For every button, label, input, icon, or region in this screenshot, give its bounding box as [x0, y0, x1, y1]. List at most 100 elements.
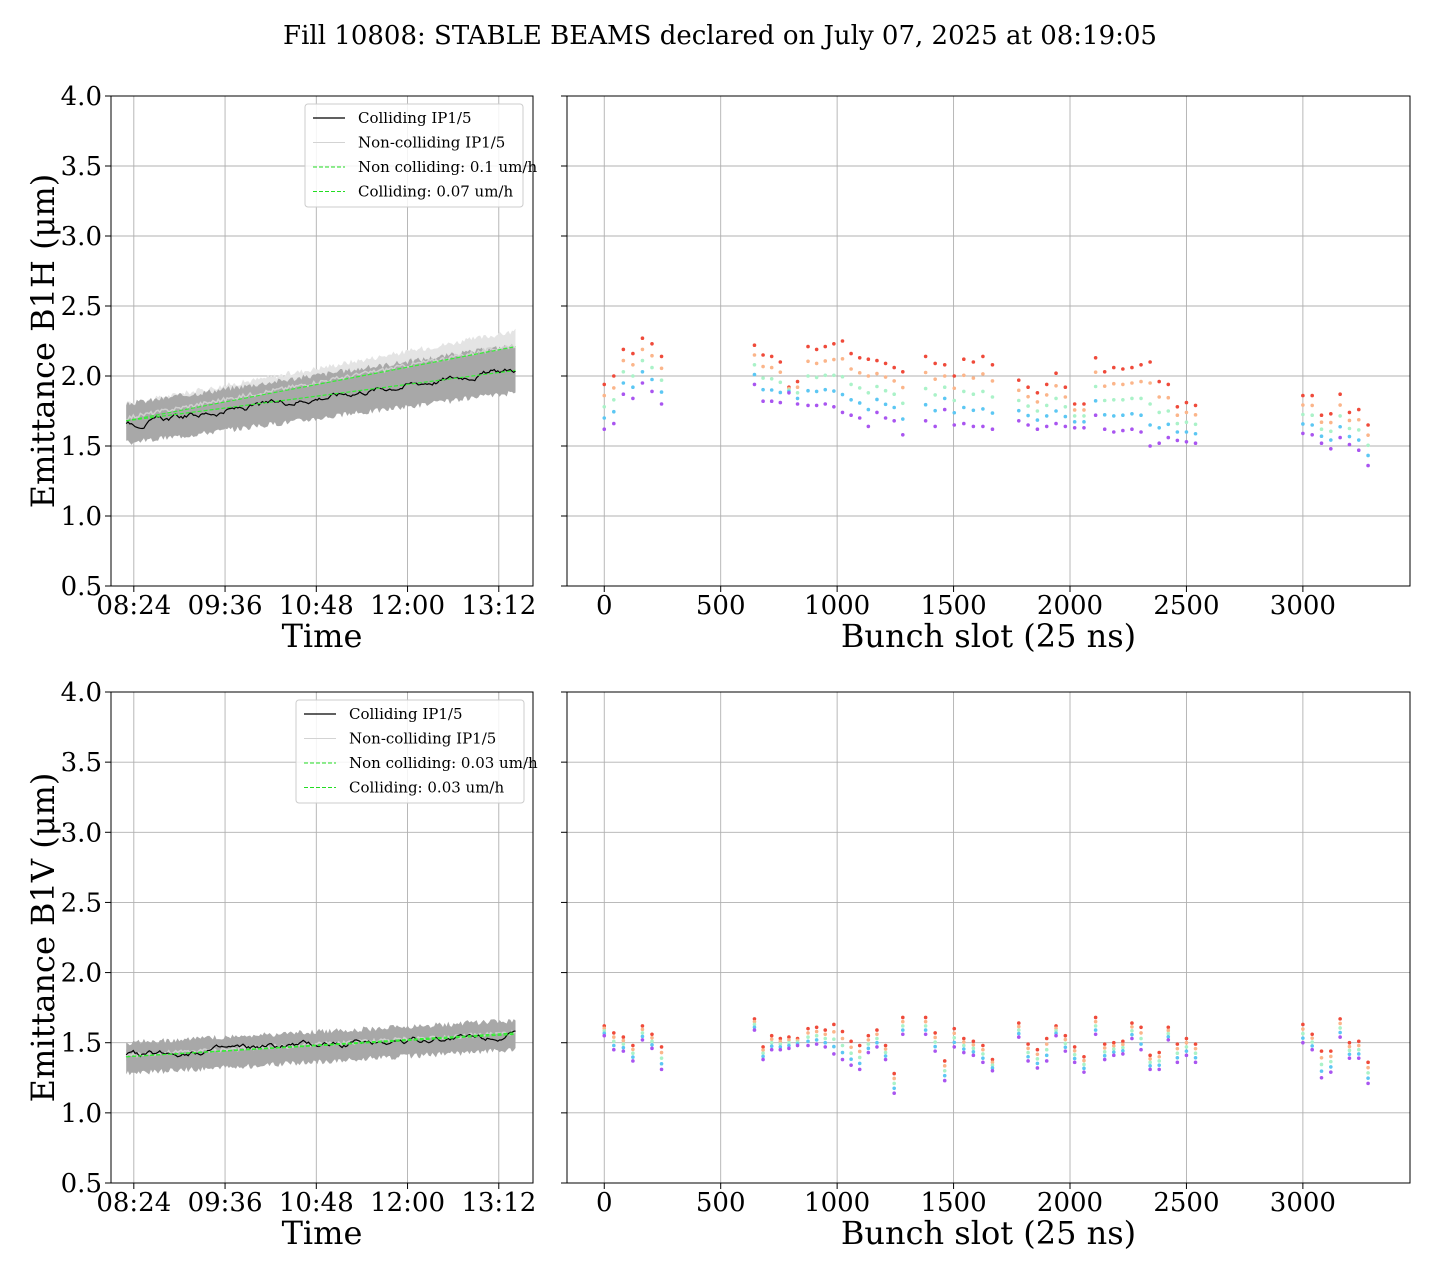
scatter-point [1072, 1052, 1077, 1057]
scatter-point [901, 1032, 905, 1037]
legend-label: Colliding IP1/5 [358, 109, 472, 127]
scatter-point [640, 1024, 645, 1028]
scatter-point [1166, 422, 1171, 427]
scatter-point [761, 387, 765, 392]
x-tick-label: 10:48 [279, 591, 354, 621]
scatter-point [1044, 1042, 1049, 1046]
scatter-point [892, 1071, 896, 1076]
scatter-point [840, 1029, 845, 1034]
scatter-point [1193, 413, 1198, 417]
scatter-point [849, 351, 853, 356]
scatter-point [1347, 1044, 1352, 1049]
scatter-point [1301, 1036, 1305, 1040]
scatter-point [1166, 382, 1171, 387]
scatter-point [962, 1040, 966, 1044]
scatter-point [1347, 1040, 1352, 1045]
scatter-point [840, 1057, 845, 1062]
x-axis-label: Bunch slot (25 ns) [841, 1214, 1136, 1252]
scatter-point [1035, 1066, 1040, 1070]
scatter-point [1093, 356, 1098, 360]
scatter-point [752, 382, 757, 387]
scatter-point [612, 386, 616, 390]
scatter-point [806, 1026, 810, 1031]
scatter-point [857, 401, 862, 405]
panel-b1v_time: 0.5 1.0 1.5 2.0 2.5 3.0 3.5 4.0 08:24 09:36 10:48 1… [24, 678, 538, 1252]
scatter-point [1063, 1037, 1068, 1042]
scatter-point [1102, 1057, 1107, 1062]
scatter-point [1063, 1041, 1068, 1046]
scatter-point [1102, 1046, 1107, 1050]
scatter-point [1044, 414, 1049, 418]
scatter-point [1157, 395, 1161, 399]
scatter-point [1044, 1059, 1049, 1063]
x-tick-label: 0 [596, 1188, 613, 1218]
scatter-point [1184, 1036, 1189, 1041]
scatter-point [962, 1050, 966, 1055]
scatter-point [1319, 420, 1324, 425]
scatter-point [981, 1043, 985, 1048]
scatter-point [1035, 427, 1040, 432]
scatter-point [1111, 1053, 1116, 1058]
scatter-point [1121, 367, 1125, 371]
scatter-point [631, 396, 635, 401]
scatter-point [857, 416, 862, 420]
scatter-point [1016, 1021, 1021, 1025]
scatter-point [1366, 1065, 1370, 1070]
scatter-point [1139, 1042, 1143, 1046]
scatter-point [612, 374, 616, 378]
scatter-point [971, 424, 976, 429]
scatter-point [1329, 447, 1333, 451]
scatter-point [640, 347, 645, 352]
legend-label: Non colliding: 0.03 um/h [349, 754, 538, 772]
x-tick-label: 1500 [920, 591, 986, 621]
scatter-point [1301, 1022, 1305, 1027]
scatter-point [814, 347, 819, 352]
scatter-point [602, 393, 607, 398]
scatter-point [650, 1036, 654, 1040]
scatter-point [1329, 1059, 1333, 1064]
scatter-point [612, 1031, 616, 1035]
scatter-point [1044, 1036, 1049, 1041]
scatter-point [640, 1027, 645, 1032]
scatter-point [1016, 398, 1021, 403]
scatter-point [1111, 1050, 1116, 1054]
scatter-point [866, 407, 871, 412]
scatter-point [1193, 1055, 1198, 1060]
scatter-point [1063, 405, 1068, 409]
scatter-point [1026, 1054, 1030, 1059]
scatter-point [901, 1019, 905, 1024]
line-colliding [125, 368, 516, 430]
scatter-point [1054, 384, 1058, 388]
x-tick-label: 08:24 [96, 1188, 171, 1218]
x-axis-label: Time [282, 617, 363, 655]
legend-label: Colliding: 0.07 um/h [358, 183, 513, 201]
scatter-point [1193, 1042, 1198, 1046]
scatter-point [1366, 1076, 1370, 1080]
scatter-point [923, 386, 928, 391]
scatter-point [650, 1032, 654, 1037]
scatter-point [650, 377, 654, 382]
scatter-point [875, 1040, 879, 1045]
scatter-point [923, 1028, 928, 1032]
scatter-point [1166, 1038, 1171, 1042]
scatter-point [1184, 420, 1189, 425]
scatter-point [1111, 430, 1116, 434]
scatter-point [981, 1052, 985, 1056]
scatter-point [962, 1036, 966, 1041]
scatter-point [840, 392, 845, 397]
scatter-point [1121, 1045, 1125, 1050]
scatter-point [1184, 430, 1189, 434]
scatter-point [1130, 1025, 1134, 1029]
scatter-point [1193, 1046, 1198, 1051]
x-tick-label: 500 [696, 591, 746, 621]
scatter-point [1139, 1047, 1143, 1052]
scatter-point [962, 421, 966, 426]
scatter-point [1148, 1053, 1152, 1058]
scatter-point [857, 1043, 862, 1048]
scatter-point [650, 365, 654, 370]
scatter-point [612, 398, 616, 402]
scatter-point [795, 385, 800, 390]
scatter-point [1072, 1060, 1077, 1065]
scatter-point [952, 374, 957, 378]
scatter-point [602, 1033, 607, 1038]
